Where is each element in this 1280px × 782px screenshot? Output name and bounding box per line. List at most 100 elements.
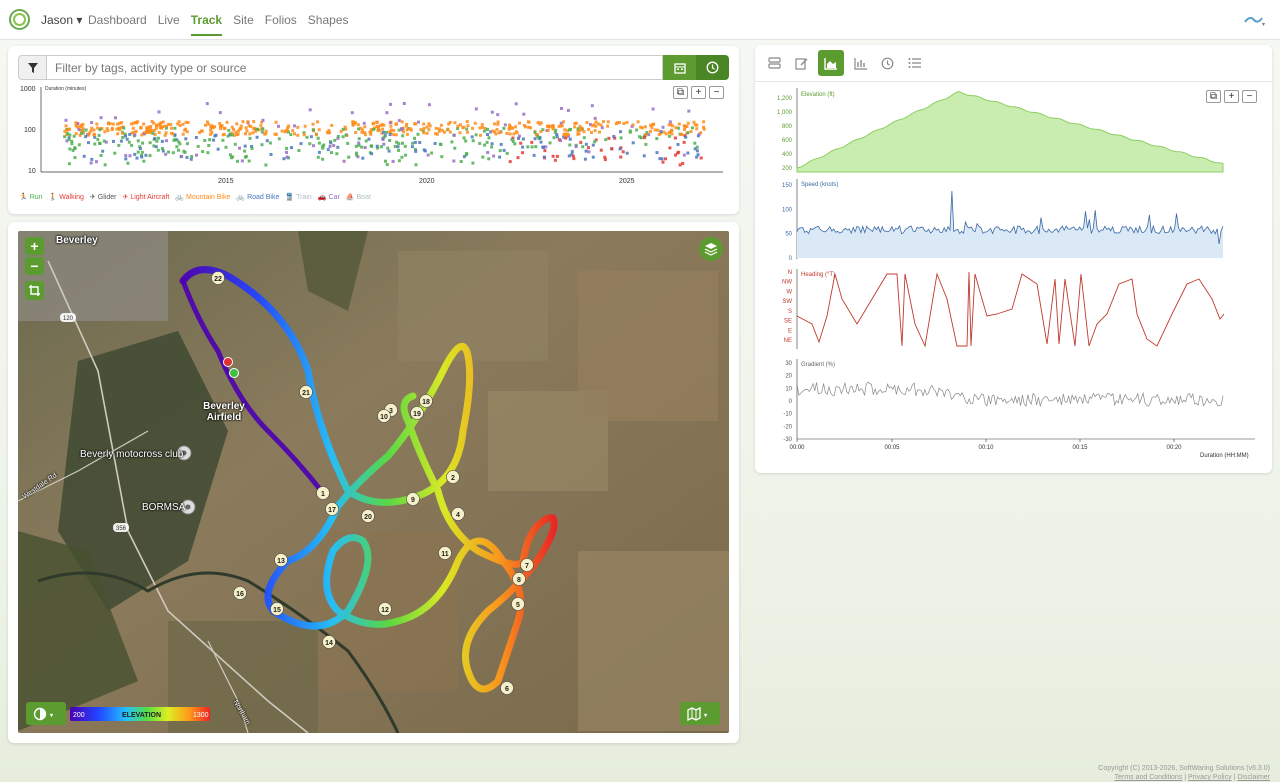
track-marker[interactable]: 17 [325,502,339,516]
activity-point[interactable] [405,132,409,136]
track-marker[interactable]: 21 [299,385,313,399]
activity-point[interactable] [489,130,493,134]
activity-point[interactable] [356,123,360,127]
activity-point[interactable] [486,127,489,131]
activity-point[interactable] [190,155,194,158]
activity-point[interactable] [67,138,71,141]
contrast-button[interactable]: ▾ [26,702,66,725]
activity-point[interactable] [140,155,144,159]
activity-point[interactable] [521,137,525,141]
activity-point[interactable] [357,137,361,141]
activity-point[interactable] [593,129,597,133]
activity-point[interactable] [238,146,241,150]
activity-point[interactable] [574,145,578,149]
activity-point[interactable] [584,149,588,153]
activity-point[interactable] [404,124,408,128]
activity-point[interactable] [508,123,511,127]
activity-point[interactable] [478,141,482,145]
activity-point[interactable] [230,131,234,135]
activity-point[interactable] [239,127,243,131]
activity-point[interactable] [156,148,160,152]
activity-point[interactable] [639,136,643,140]
activity-point[interactable] [293,132,296,136]
activity-point[interactable] [422,131,426,135]
activity-point[interactable] [453,146,457,150]
activity-point[interactable] [517,136,520,140]
activity-point[interactable] [647,133,651,137]
activity-point[interactable] [693,141,697,145]
activity-point[interactable] [269,153,273,156]
reset-zoom-button[interactable]: ⧉ [1206,90,1221,103]
activity-point[interactable] [638,135,642,139]
activity-point[interactable] [177,140,181,144]
activity-point[interactable] [189,157,193,161]
activity-point[interactable] [402,130,405,134]
activity-point[interactable] [541,128,545,132]
activity-point[interactable] [693,147,697,151]
activity-point[interactable] [150,129,154,133]
activity-point[interactable] [230,133,234,137]
activity-point[interactable] [618,121,621,125]
activity-point[interactable] [673,136,677,140]
activity-point[interactable] [297,149,301,152]
map-crop-button[interactable] [25,281,44,300]
activity-point[interactable] [134,130,138,133]
activity-point[interactable] [84,128,88,132]
activity-point[interactable] [101,149,105,153]
map-pin[interactable] [180,499,196,515]
activity-point[interactable] [655,151,659,155]
activity-point[interactable] [527,125,531,129]
activity-point[interactable] [115,127,119,131]
activity-point[interactable] [401,134,405,138]
activity-point[interactable] [185,130,189,134]
activity-point[interactable] [470,135,474,139]
activity-point[interactable] [662,130,666,134]
activity-point[interactable] [155,139,159,143]
activity-point[interactable] [136,139,140,143]
activity-point[interactable] [578,124,582,128]
activity-point[interactable] [668,120,672,124]
activity-point[interactable] [380,123,384,127]
activity-point[interactable] [350,111,354,115]
activity-point[interactable] [81,122,85,126]
activity-point[interactable] [493,122,496,126]
calendar-button[interactable] [663,55,696,80]
menu-folios[interactable]: Folios [264,13,297,27]
activity-point[interactable] [512,132,516,136]
activity-point[interactable] [133,133,137,137]
activity-point[interactable] [264,132,268,136]
activity-point[interactable] [542,155,546,159]
activity-point[interactable] [68,147,72,151]
legend-mountain-bike[interactable]: 🚲 Mountain Bike [175,193,231,202]
activity-point[interactable] [594,138,598,142]
activity-point[interactable] [682,124,686,128]
activity-point[interactable] [210,124,214,128]
activity-point[interactable] [668,146,672,150]
activity-point[interactable] [482,129,486,133]
activity-point[interactable] [299,142,303,146]
activity-point[interactable] [385,130,388,134]
activity-point[interactable] [120,121,124,125]
activity-point[interactable] [539,140,543,144]
activity-point[interactable] [183,128,187,132]
activity-point[interactable] [64,118,68,122]
activity-point[interactable] [74,121,78,125]
activity-point[interactable] [495,127,499,131]
activity-point[interactable] [538,136,542,140]
activity-point[interactable] [148,141,152,145]
search-input[interactable] [47,55,663,80]
activity-point[interactable] [572,157,576,161]
activity-point[interactable] [414,122,418,126]
activity-point[interactable] [594,120,598,124]
activity-point[interactable] [502,148,506,152]
activity-point[interactable] [410,145,414,149]
track-marker[interactable]: 16 [233,586,247,600]
activity-point[interactable] [229,132,233,136]
activity-point[interactable] [422,127,426,130]
activity-point[interactable] [483,127,487,130]
activity-point[interactable] [631,141,635,145]
clock-button[interactable] [696,55,729,80]
activity-point[interactable] [209,126,213,130]
activity-point[interactable] [285,150,288,154]
activity-point[interactable] [171,151,175,155]
